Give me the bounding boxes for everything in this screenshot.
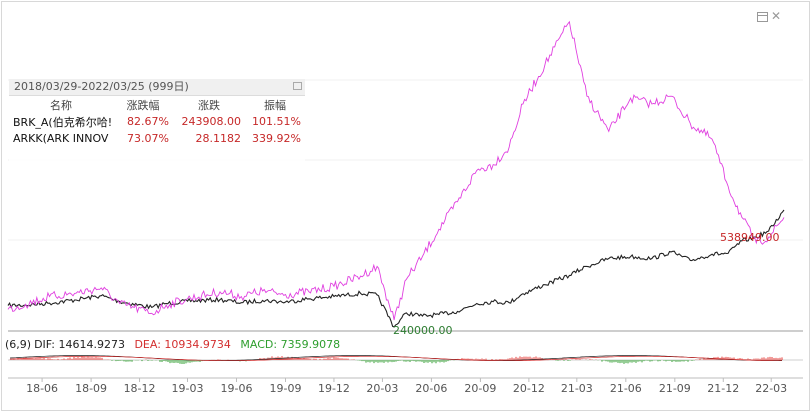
stats-panel-header: 2018/03/29-2022/03/25 (999日) [9,79,305,96]
x-tick-label: 19-06 [221,382,253,395]
dif-value: DIF: 14614.9273 [34,338,125,351]
x-tick-label: 18-09 [75,382,107,395]
close-window-icon[interactable]: ✕ [771,9,782,23]
stats-panel: 2018/03/29-2022/03/25 (999日) 名称 涨跌幅 涨跌 振… [9,79,305,229]
minimize-panel-icon[interactable] [293,82,302,90]
x-tick-label: 18-12 [124,382,156,395]
low-price-label: 240000.00 [393,324,453,337]
x-tick-label: 18-06 [26,382,58,395]
x-tick-label: 19-03 [172,382,204,395]
stats-table: 名称 涨跌幅 涨跌 振幅 BRK_A(伯克希尔哈! 82.67% 243908.… [9,96,305,147]
change: 243908.00 [181,115,242,128]
security-name: BRK_A(伯克希尔哈! [13,115,113,129]
x-tick-label: 19-09 [270,382,302,395]
dea-line [9,355,782,362]
x-tick-label: 21-09 [659,382,691,395]
column-header: 振幅 [264,98,286,112]
x-tick-label: 20-12 [513,382,545,395]
x-tick-label: 20-06 [415,382,447,395]
series-line-1[interactable] [7,20,785,321]
amplitude: 339.92% [252,132,301,145]
stats-header-row: 名称 涨跌幅 涨跌 振幅 [9,96,305,113]
macd-value: MACD: 7359.9078 [240,338,341,351]
macd-lines [9,355,782,362]
window-controls: ✕ [757,9,782,24]
series-layer [7,20,785,328]
dea-value: DEA: 10934.9734 [134,338,231,351]
column-header: 涨跌幅 [126,98,160,112]
x-tick-label: 21-03 [561,382,593,395]
series-line-0[interactable] [7,209,785,328]
annotations: 538949.00 240000.00 [393,231,780,337]
date-range: 2018/03/29-2022/03/25 (999日) [14,80,189,93]
macd-legend: (6,9) DIF: 14614.9273 DEA: 10934.9734 MAC… [5,338,346,351]
column-header: 涨跌 [198,98,220,112]
x-tick-label: 21-06 [610,382,642,395]
restore-window-icon[interactable] [757,12,768,22]
x-tick-label: 20-09 [464,382,496,395]
x-tick-label: 21-12 [707,382,739,395]
change: 28.1182 [195,132,242,145]
macd-params: (6,9) [5,338,32,351]
last-price-label: 538949.00 [720,231,780,244]
x-tick-label: 22-03 [755,382,787,395]
pct-change: 73.07% [127,132,169,145]
security-name: ARKK(ARK INNOV [13,132,109,145]
x-tick-label: 20-03 [366,382,398,395]
table-row[interactable]: ARKK(ARK INNOV 73.07% 28.1182 339.92% [9,130,305,147]
pct-change: 82.67% [127,115,169,128]
amplitude: 101.51% [252,115,301,128]
table-row[interactable]: BRK_A(伯克希尔哈! 82.67% 243908.00 101.51% [9,113,305,130]
x-axis-ticks: 18-06 18-09 18-12 19-03 19-06 19-09 19-12 20-03… [26,378,787,395]
x-tick-label: 19-12 [318,382,350,395]
column-header: 名称 [50,98,72,112]
